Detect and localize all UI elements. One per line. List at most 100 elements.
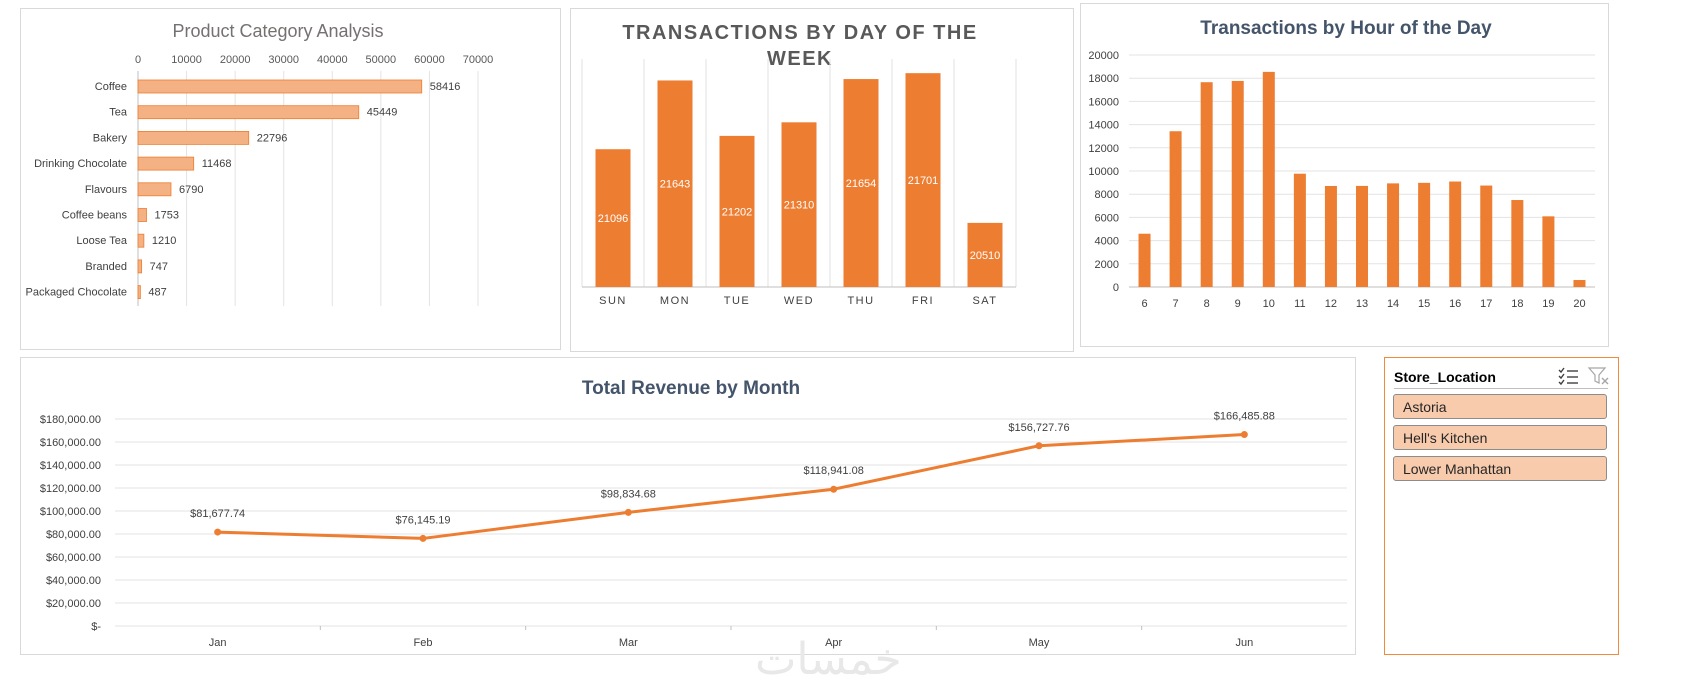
axis-tick-label: 60000 xyxy=(414,54,445,66)
bar xyxy=(657,80,693,287)
multi-select-icon[interactable] xyxy=(1558,367,1580,386)
chart-title: Total Revenue by Month xyxy=(582,378,800,399)
bar xyxy=(137,131,250,145)
chart-title-line2: WEEK xyxy=(767,48,833,70)
hour-of-day-chart: Transactions by Hour of the Day 0 2000 4000… xyxy=(1088,18,1595,310)
bar xyxy=(1169,131,1182,287)
category-label: SUN xyxy=(599,295,627,307)
bar xyxy=(781,122,817,287)
data-point xyxy=(214,528,222,536)
axis-tick-label: 20000 xyxy=(220,54,251,66)
axis-tick-label: $40,000.00 xyxy=(46,575,101,587)
axis-tick-label: $140,000.00 xyxy=(40,460,101,472)
data-label: $98,834.68 xyxy=(601,488,656,500)
axis-tick-label: 50000 xyxy=(366,54,397,66)
slicer-header: Store_Location xyxy=(1394,364,1610,389)
axis-tick-label: $20,000.00 xyxy=(46,598,101,610)
category-label: 20 xyxy=(1573,298,1585,310)
product-category-panel: Product Category Analysis 0 10000 20000 3000… xyxy=(20,8,561,350)
category-label: 11 xyxy=(1294,298,1305,310)
data-label: $118,941.08 xyxy=(803,465,863,477)
category-label: Flavours xyxy=(85,184,128,196)
axis-tick-label: 10000 xyxy=(171,54,202,66)
axis-tick-label: $160,000.00 xyxy=(40,437,101,449)
bar xyxy=(137,182,172,197)
axis-tick-label: $60,000.00 xyxy=(46,552,101,564)
day-of-week-panel: TRANSACTIONS BY DAY OF THE WEEK 21096 SUN 21… xyxy=(570,8,1074,352)
data-point xyxy=(1035,442,1043,450)
bar xyxy=(137,285,141,300)
category-label: 19 xyxy=(1542,298,1554,310)
category-label: 14 xyxy=(1387,298,1399,310)
revenue-month-panel: Total Revenue by Month $- $20,000.00 $40,00… xyxy=(20,357,1356,655)
slicer-item-lower-manhattan[interactable]: Lower Manhattan xyxy=(1393,456,1607,481)
axis-tick-label: 2000 xyxy=(1095,259,1119,271)
data-label: 6790 xyxy=(179,184,203,196)
category-label: Loose Tea xyxy=(76,235,127,247)
category-label: Jun xyxy=(1235,637,1253,649)
category-label: 12 xyxy=(1325,298,1337,310)
slicer-item-astoria[interactable]: Astoria xyxy=(1393,394,1607,419)
category-label: 18 xyxy=(1511,298,1523,310)
data-label: $166,485.88 xyxy=(1214,411,1275,423)
bar xyxy=(137,105,360,120)
data-label: $156,727.76 xyxy=(1008,422,1069,434)
bar xyxy=(1356,185,1368,287)
data-label: 21643 xyxy=(660,179,691,191)
data-point xyxy=(1240,431,1248,439)
axis-tick-label: 4000 xyxy=(1095,236,1119,248)
data-label: 487 xyxy=(148,287,166,299)
category-label: Jan xyxy=(209,637,227,649)
category-label: Bakery xyxy=(93,132,128,144)
hour-of-day-panel: Transactions by Hour of the Day 0 2000 4000… xyxy=(1080,3,1609,347)
axis-tick-label: 70000 xyxy=(463,54,494,66)
day-of-week-chart: TRANSACTIONS BY DAY OF THE WEEK 21096 SUN 21… xyxy=(581,22,1017,307)
data-label: 1210 xyxy=(152,235,176,247)
data-label: $76,145.19 xyxy=(395,514,450,526)
axis-tick-label: $100,000.00 xyxy=(40,506,101,518)
axis-tick-label: $180,000.00 xyxy=(40,414,101,426)
category-label: FRI xyxy=(912,295,934,307)
bar xyxy=(1324,185,1337,287)
bar xyxy=(595,149,631,287)
data-point xyxy=(830,485,838,493)
axis-tick-label: $- xyxy=(91,621,101,633)
bar xyxy=(1200,82,1213,288)
category-label: 16 xyxy=(1449,298,1461,310)
category-label: 13 xyxy=(1356,298,1368,310)
axis-tick-label: $80,000.00 xyxy=(46,529,101,541)
category-label: Feb xyxy=(414,637,433,649)
data-label: 21096 xyxy=(598,213,629,225)
data-label: 21701 xyxy=(908,175,939,187)
bar xyxy=(137,208,147,222)
revenue-month-chart: Total Revenue by Month $- $20,000.00 $40,00… xyxy=(40,378,1347,649)
bar xyxy=(1138,233,1151,287)
bar xyxy=(137,259,143,274)
bar xyxy=(1387,183,1400,287)
data-label: 45449 xyxy=(367,107,398,119)
bar xyxy=(1449,181,1462,287)
axis-tick-label: 16000 xyxy=(1088,96,1119,108)
bar xyxy=(1231,80,1244,288)
axis-tick-label: 14000 xyxy=(1088,120,1119,132)
bar xyxy=(905,73,941,287)
category-label: Mar xyxy=(619,637,638,649)
axis-tick-label: 0 xyxy=(1113,282,1119,294)
axis-tick-label: 40000 xyxy=(317,54,348,66)
chart-title: Transactions by Hour of the Day xyxy=(1200,18,1492,39)
category-label: Coffee beans xyxy=(62,210,128,222)
clear-filter-icon[interactable] xyxy=(1587,367,1610,385)
data-point xyxy=(419,534,427,542)
data-label: 21202 xyxy=(722,206,753,218)
chart-title: Product Category Analysis xyxy=(172,21,383,41)
bar xyxy=(137,79,423,94)
data-label: 1753 xyxy=(155,210,179,222)
category-label: 9 xyxy=(1235,298,1241,310)
data-label: 58416 xyxy=(430,81,461,93)
axis-tick-label: 12000 xyxy=(1088,143,1119,155)
category-label: 6 xyxy=(1141,298,1147,310)
bar xyxy=(1418,182,1431,287)
data-point xyxy=(624,508,632,516)
category-label: Branded xyxy=(85,261,127,273)
slicer-item-hells-kitchen[interactable]: Hell's Kitchen xyxy=(1393,425,1607,450)
